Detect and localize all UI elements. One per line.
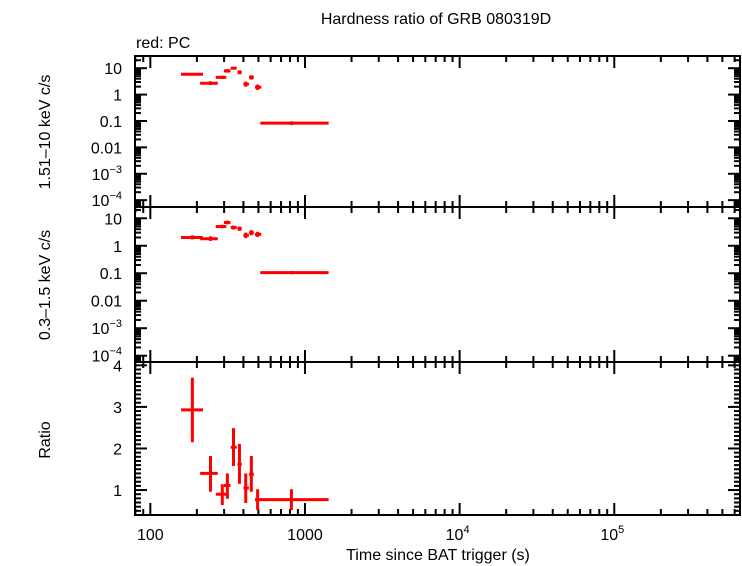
panel-frame-bottom — [134, 361, 741, 516]
y-tick-label: 1 — [113, 483, 122, 500]
bottom-y-axis-label: Ratio — [37, 421, 54, 458]
x-tick-label: 104 — [446, 524, 470, 544]
y-tick-label: 3 — [113, 400, 122, 417]
data-point-top — [200, 81, 218, 86]
data-point-bottom — [249, 455, 254, 492]
y-tick-label: 10 — [104, 211, 122, 228]
panel-frame-middle — [134, 206, 741, 363]
y-tick-label: 1 — [113, 88, 122, 105]
data-point-top — [237, 70, 242, 75]
x-tick-label: 105 — [600, 524, 624, 544]
x-axis-label: Time since BAT trigger (s) — [346, 547, 530, 564]
y-tick-label: 10−3 — [92, 164, 122, 184]
middle-y-axis-label: 0.3–1.5 keV c/s — [37, 230, 54, 340]
data-point-top — [243, 81, 249, 87]
data-point-middle — [254, 231, 262, 237]
data-point-middle — [260, 271, 329, 275]
data-point-top — [260, 121, 329, 126]
data-point-middle — [230, 225, 237, 230]
y-tick-label: 2 — [113, 441, 122, 458]
data-point-middle — [200, 236, 218, 241]
data-point-middle — [223, 220, 231, 225]
y-tick-label: 10−3 — [92, 318, 122, 338]
y-tick-label: 1 — [113, 239, 122, 256]
data-point-top — [249, 75, 254, 80]
data-point-top — [254, 84, 262, 90]
data-point-middle — [237, 226, 242, 231]
data-point-bottom — [230, 428, 237, 466]
data-point-bottom — [181, 377, 203, 443]
top-y-axis-label: 1.51–10 keV c/s — [37, 75, 54, 190]
y-tick-label: 0.1 — [100, 266, 122, 283]
data-point-bottom — [200, 455, 218, 492]
y-tick-label: 0.01 — [91, 140, 122, 157]
data-point-top — [181, 72, 203, 76]
data-point-top — [215, 75, 227, 79]
data-point-top — [223, 69, 231, 73]
data-point-bottom — [237, 443, 242, 484]
chart-title: Hardness ratio of GRB 080319D — [321, 11, 551, 28]
data-point-bottom — [223, 473, 231, 499]
y-tick-label: 10−4 — [92, 190, 122, 210]
data-point-middle — [181, 235, 203, 240]
data-point-bottom — [215, 484, 227, 506]
data-point-bottom — [260, 489, 329, 511]
data-point-middle — [249, 230, 254, 236]
data-point-bottom — [243, 473, 249, 503]
data-point-middle — [243, 232, 249, 239]
chart-subtitle: red: PC — [136, 35, 190, 52]
x-tick-label: 100 — [137, 527, 164, 544]
y-tick-label: 10 — [104, 61, 122, 78]
y-tick-label: 0.01 — [91, 294, 122, 311]
y-tick-label: 4 — [113, 358, 122, 375]
data-point-middle — [215, 224, 227, 229]
data-point-bottom — [254, 489, 262, 511]
x-tick-label: 1000 — [287, 527, 323, 544]
y-tick-label: 0.1 — [100, 114, 122, 131]
data-point-top — [230, 66, 237, 70]
